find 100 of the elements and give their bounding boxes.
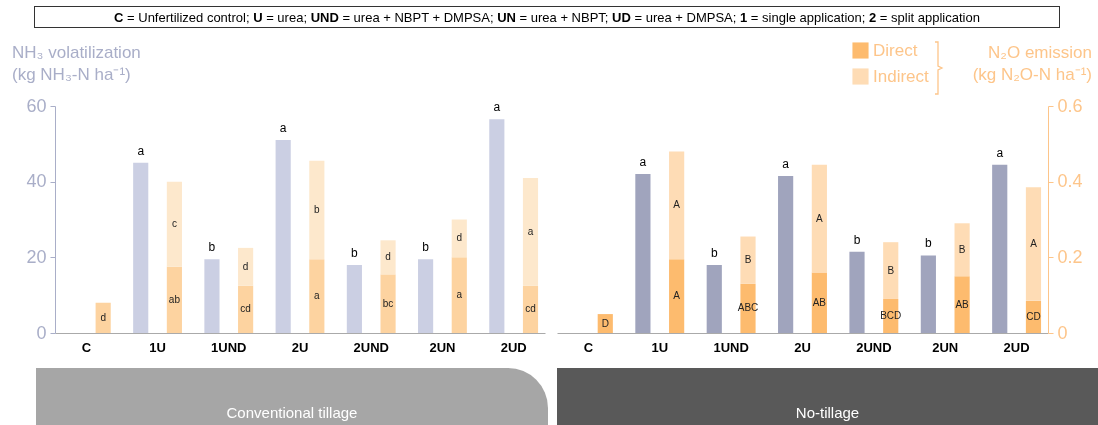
y2-axis-title: N₂O emission (kg N₂O-N ha⁻¹) xyxy=(971,42,1092,86)
x-tick-label: 2UND xyxy=(856,339,892,355)
bar xyxy=(706,264,722,333)
data-label: b xyxy=(853,232,861,247)
data-label: A xyxy=(673,290,681,302)
x-tick-label: C xyxy=(583,339,594,355)
bar xyxy=(992,164,1008,333)
y-tick-label: 60 xyxy=(26,95,47,116)
y-tick-label: 20 xyxy=(26,246,47,267)
data-label: b xyxy=(422,240,430,255)
x-tick-label: 2UND xyxy=(353,339,389,355)
data-label: a xyxy=(279,121,287,136)
data-label: ab xyxy=(168,293,181,305)
chart-title: C = Unfertilized control; U = urea; UND = urea + NBPT + DMPSA; UN = urea + NBPT; UD = urea + DMPSA; 1 = single application; 2 = split application xyxy=(114,10,980,25)
bar xyxy=(309,160,325,260)
bar xyxy=(166,181,182,267)
y-tick-label: 40 xyxy=(26,171,47,192)
bar xyxy=(451,219,467,258)
data-label: B xyxy=(958,243,966,255)
bar xyxy=(740,236,756,284)
y-axis-title: NH₃ volatilization (kg NH₃-N ha⁻¹) xyxy=(12,42,142,86)
data-label: a xyxy=(527,225,534,237)
data-label: A xyxy=(673,199,681,211)
bar xyxy=(380,274,396,333)
y2-tick-label: 0.4 xyxy=(1057,171,1083,192)
data-label: AB xyxy=(955,298,970,310)
data-label: a xyxy=(137,143,145,158)
bar xyxy=(451,257,467,333)
x-tick-label: 2UD xyxy=(1003,339,1030,355)
x-tick-label: 2U xyxy=(794,339,811,355)
y2-tick-label: 0.6 xyxy=(1057,95,1083,116)
data-label: a xyxy=(639,155,647,170)
data-label: a xyxy=(782,156,790,171)
bar xyxy=(238,285,254,333)
bar xyxy=(669,259,685,333)
data-label: A xyxy=(1030,238,1038,250)
bar xyxy=(204,259,220,333)
data-label: a xyxy=(314,290,321,302)
bar xyxy=(1025,187,1042,301)
data-label: D xyxy=(601,317,609,329)
bar xyxy=(849,251,865,333)
x-tick-label: 1U xyxy=(651,339,669,355)
x-axis-title: No-tillage xyxy=(795,404,860,421)
y-tick-label: 0 xyxy=(36,322,47,343)
legend-label: Indirect xyxy=(873,66,930,86)
data-label: d xyxy=(242,260,249,272)
bar xyxy=(522,177,539,286)
data-label: d xyxy=(385,251,391,263)
bar xyxy=(669,151,685,260)
x-tick-label: 2UN xyxy=(429,339,456,355)
x-tick-label: 2U xyxy=(291,339,309,355)
data-label: AB xyxy=(812,296,827,308)
data-label: a xyxy=(493,100,501,115)
legend-label: Direct xyxy=(873,40,918,60)
bar xyxy=(238,247,254,286)
data-label: a xyxy=(996,145,1004,160)
x-tick-label: 2UD xyxy=(500,339,527,355)
x-tick-label: 1U xyxy=(149,339,166,355)
data-label: b xyxy=(351,245,359,260)
y2-tick-label: 0 xyxy=(1057,322,1068,343)
bar xyxy=(778,175,794,333)
bar xyxy=(275,140,291,333)
bar xyxy=(811,164,827,273)
bar xyxy=(811,272,827,333)
bar xyxy=(883,242,899,299)
data-label: CD xyxy=(1026,310,1041,322)
bar xyxy=(489,119,505,333)
data-label: cd xyxy=(240,303,251,315)
x-tick-label: 1UND xyxy=(211,339,247,355)
data-label: d xyxy=(456,232,463,244)
data-label: bc xyxy=(382,297,394,309)
bar xyxy=(309,259,325,333)
data-label: A xyxy=(816,212,824,224)
bar xyxy=(166,266,182,333)
data-label: cd xyxy=(525,303,536,315)
tillage-banner: No-tillage xyxy=(557,368,1098,425)
bar xyxy=(522,285,539,333)
data-label: d xyxy=(100,311,106,323)
bar xyxy=(346,264,362,333)
data-label: a xyxy=(456,289,463,301)
x-axis-title: Conventional tillage xyxy=(226,404,358,421)
bar xyxy=(95,302,111,333)
data-label: b xyxy=(925,236,933,251)
tillage-banner: Conventional tillage xyxy=(36,368,548,425)
x-tick-label: C xyxy=(81,339,92,355)
data-label: B xyxy=(887,264,895,276)
bar xyxy=(635,174,651,333)
bar xyxy=(418,259,434,333)
data-label: b xyxy=(208,240,216,255)
bar xyxy=(954,223,970,277)
bar xyxy=(920,255,936,333)
data-label: c xyxy=(171,218,177,230)
bar xyxy=(133,162,149,333)
data-label: b xyxy=(710,245,718,260)
x-tick-label: 2UN xyxy=(932,339,959,355)
data-label: B xyxy=(744,254,752,266)
bar xyxy=(380,240,396,275)
x-tick-label: 1UND xyxy=(713,339,749,355)
bar xyxy=(954,276,970,333)
y2-tick-label: 0.2 xyxy=(1057,246,1083,267)
